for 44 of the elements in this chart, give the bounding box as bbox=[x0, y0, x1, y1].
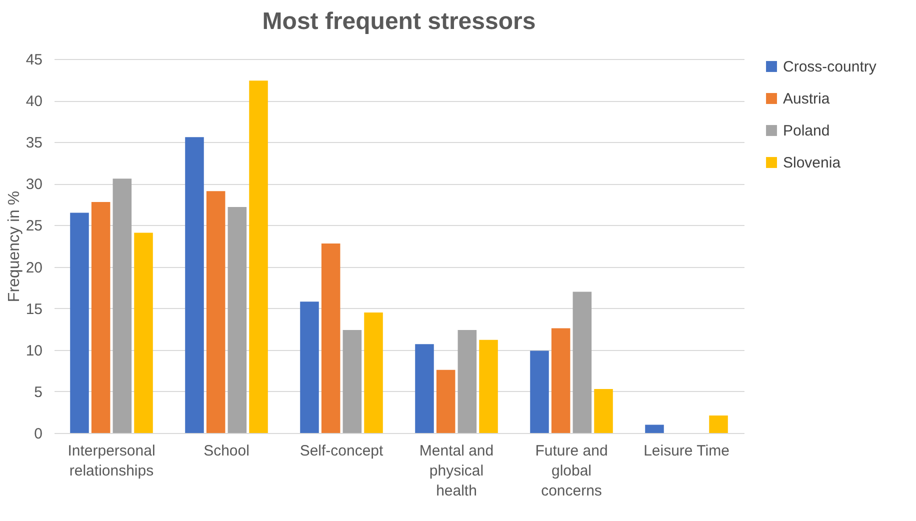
bar bbox=[249, 80, 268, 433]
y-tick-label: 20 bbox=[26, 259, 42, 276]
legend-label: Slovenia bbox=[783, 154, 842, 172]
x-tick-label: School bbox=[204, 442, 250, 460]
bar bbox=[321, 244, 340, 433]
y-axis-title: Frequency in % bbox=[6, 190, 23, 302]
y-tick-label: 35 bbox=[26, 134, 42, 152]
bar bbox=[300, 302, 319, 433]
bar bbox=[530, 350, 549, 433]
bar bbox=[70, 212, 89, 433]
legend-label: Austria bbox=[783, 90, 830, 108]
bar bbox=[112, 178, 132, 433]
y-tick-label: 10 bbox=[26, 342, 42, 360]
bar bbox=[228, 206, 247, 433]
chart-title: Most frequent stressors bbox=[262, 8, 536, 35]
y-tick-label: 0 bbox=[34, 426, 42, 442]
bar bbox=[458, 330, 477, 433]
x-tick-label: Interpersonal relationships bbox=[68, 442, 156, 480]
bar bbox=[206, 191, 226, 433]
legend-label: Poland bbox=[783, 122, 830, 140]
x-tick-label: Self-concept bbox=[300, 442, 384, 460]
y-tick-label: 40 bbox=[26, 93, 42, 110]
y-tick-label: 15 bbox=[26, 300, 42, 318]
y-tick-label: 25 bbox=[26, 218, 42, 235]
bar bbox=[594, 388, 613, 433]
bar bbox=[572, 292, 592, 433]
bar bbox=[551, 328, 570, 433]
bar bbox=[436, 370, 456, 433]
x-tick-label: Leisure Time bbox=[644, 442, 730, 460]
bar bbox=[709, 416, 728, 433]
x-tick-label: Mental and physical health bbox=[419, 442, 494, 500]
bar bbox=[415, 344, 434, 433]
y-tick-label: 45 bbox=[26, 52, 42, 68]
y-tick-label: 30 bbox=[26, 176, 42, 194]
bar bbox=[185, 137, 204, 433]
bar bbox=[364, 312, 383, 433]
bar bbox=[91, 202, 110, 433]
legend-label: Cross-country bbox=[783, 58, 877, 76]
bar bbox=[134, 232, 153, 433]
bar bbox=[479, 340, 498, 433]
bar bbox=[342, 330, 362, 433]
x-tick-label: Future and global concerns bbox=[535, 442, 608, 500]
bar bbox=[645, 424, 664, 433]
y-tick-label: 5 bbox=[34, 384, 42, 401]
